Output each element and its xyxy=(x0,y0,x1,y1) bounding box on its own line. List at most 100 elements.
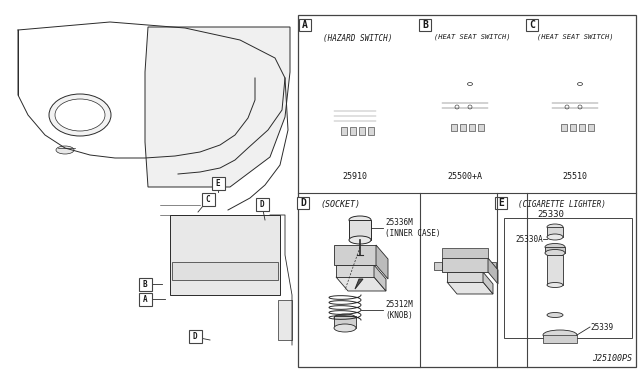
Text: 25330A: 25330A xyxy=(515,234,543,244)
Bar xyxy=(138,278,152,291)
Text: 25330: 25330 xyxy=(538,210,564,219)
Bar xyxy=(547,255,563,285)
Text: 25312M
(KNOB): 25312M (KNOB) xyxy=(385,300,413,320)
Bar xyxy=(359,127,365,135)
Ellipse shape xyxy=(468,105,472,109)
Polygon shape xyxy=(552,258,598,272)
Bar xyxy=(543,335,577,343)
Polygon shape xyxy=(557,272,593,282)
Polygon shape xyxy=(598,258,608,284)
Bar xyxy=(297,197,309,209)
Ellipse shape xyxy=(49,94,111,136)
Ellipse shape xyxy=(578,105,582,109)
Bar xyxy=(460,124,466,131)
Text: D: D xyxy=(193,332,197,341)
Text: J25100PS: J25100PS xyxy=(592,354,632,363)
Text: (HEAT SEAT SWITCH): (HEAT SEAT SWITCH) xyxy=(537,34,613,41)
Bar xyxy=(299,19,311,31)
Ellipse shape xyxy=(55,99,105,131)
Bar xyxy=(170,215,280,295)
Bar xyxy=(189,330,202,343)
Bar xyxy=(561,124,567,131)
Polygon shape xyxy=(447,272,483,282)
Bar xyxy=(368,127,374,135)
Text: A: A xyxy=(143,295,147,304)
Polygon shape xyxy=(557,282,603,294)
Bar xyxy=(526,19,538,31)
Polygon shape xyxy=(488,258,498,284)
Bar xyxy=(298,15,636,367)
Polygon shape xyxy=(442,248,488,258)
Polygon shape xyxy=(434,262,442,270)
Bar xyxy=(175,92,235,130)
Bar xyxy=(570,124,576,131)
Text: D: D xyxy=(300,198,306,208)
Polygon shape xyxy=(598,262,606,270)
Text: A: A xyxy=(302,20,308,30)
Ellipse shape xyxy=(334,324,356,332)
Bar xyxy=(504,218,632,338)
Bar xyxy=(185,47,240,75)
Polygon shape xyxy=(334,245,376,265)
Polygon shape xyxy=(544,262,552,270)
Polygon shape xyxy=(488,262,496,270)
Text: E: E xyxy=(216,179,220,188)
Bar xyxy=(419,19,431,31)
Text: E: E xyxy=(498,198,504,208)
Bar xyxy=(202,193,214,206)
Bar xyxy=(579,124,585,131)
Text: 25336M
(INNER CASE): 25336M (INNER CASE) xyxy=(385,218,440,238)
Ellipse shape xyxy=(334,314,356,322)
Ellipse shape xyxy=(545,250,565,257)
Polygon shape xyxy=(442,258,488,272)
Text: B: B xyxy=(422,20,428,30)
Ellipse shape xyxy=(577,83,582,86)
Bar xyxy=(588,124,594,131)
Ellipse shape xyxy=(547,224,563,230)
Polygon shape xyxy=(355,279,363,289)
Bar xyxy=(495,197,507,209)
Text: D: D xyxy=(260,200,264,209)
Bar xyxy=(547,227,563,237)
Bar xyxy=(211,177,225,190)
Bar xyxy=(172,262,278,280)
Text: (SOCKET): (SOCKET) xyxy=(320,200,360,209)
Polygon shape xyxy=(552,248,598,258)
Polygon shape xyxy=(145,27,290,187)
Text: 25510: 25510 xyxy=(563,172,588,181)
Ellipse shape xyxy=(349,216,371,224)
Bar xyxy=(349,220,371,240)
Ellipse shape xyxy=(547,312,563,317)
Polygon shape xyxy=(336,277,386,291)
Bar xyxy=(278,300,292,340)
Bar xyxy=(451,124,457,131)
Bar xyxy=(138,293,152,306)
Bar xyxy=(545,247,565,253)
Bar xyxy=(341,127,347,135)
Polygon shape xyxy=(593,272,603,294)
Polygon shape xyxy=(336,265,374,277)
Polygon shape xyxy=(374,265,386,291)
Text: 25910: 25910 xyxy=(342,172,367,181)
Ellipse shape xyxy=(565,105,569,109)
Bar xyxy=(478,124,484,131)
Ellipse shape xyxy=(547,234,563,240)
Text: C: C xyxy=(529,20,535,30)
Ellipse shape xyxy=(455,105,459,109)
Bar xyxy=(334,316,356,328)
Text: B: B xyxy=(143,280,147,289)
Ellipse shape xyxy=(545,244,565,250)
Text: (HAZARD SWITCH): (HAZARD SWITCH) xyxy=(323,34,393,43)
Text: 25339: 25339 xyxy=(590,323,613,331)
Ellipse shape xyxy=(543,330,577,340)
Ellipse shape xyxy=(349,236,371,244)
Text: (CIGARETTE LIGHTER): (CIGARETTE LIGHTER) xyxy=(518,200,606,209)
Ellipse shape xyxy=(56,146,74,154)
Polygon shape xyxy=(483,272,493,294)
Text: C: C xyxy=(205,195,211,204)
Text: (HEAT SEAT SWITCH): (HEAT SEAT SWITCH) xyxy=(434,34,510,41)
Polygon shape xyxy=(376,245,388,279)
Ellipse shape xyxy=(467,83,472,86)
Ellipse shape xyxy=(547,282,563,288)
Text: 25500+A: 25500+A xyxy=(447,172,483,181)
